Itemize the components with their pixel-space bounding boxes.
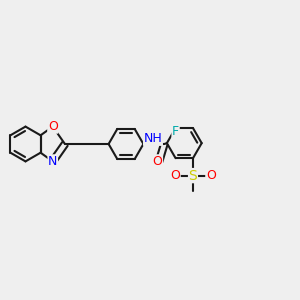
Text: N: N <box>48 155 57 168</box>
Text: NH: NH <box>144 132 162 145</box>
Text: F: F <box>172 124 179 138</box>
Text: S: S <box>189 169 197 183</box>
Text: O: O <box>153 155 163 168</box>
Text: O: O <box>170 169 180 182</box>
Text: O: O <box>48 120 58 133</box>
Text: O: O <box>206 169 216 182</box>
